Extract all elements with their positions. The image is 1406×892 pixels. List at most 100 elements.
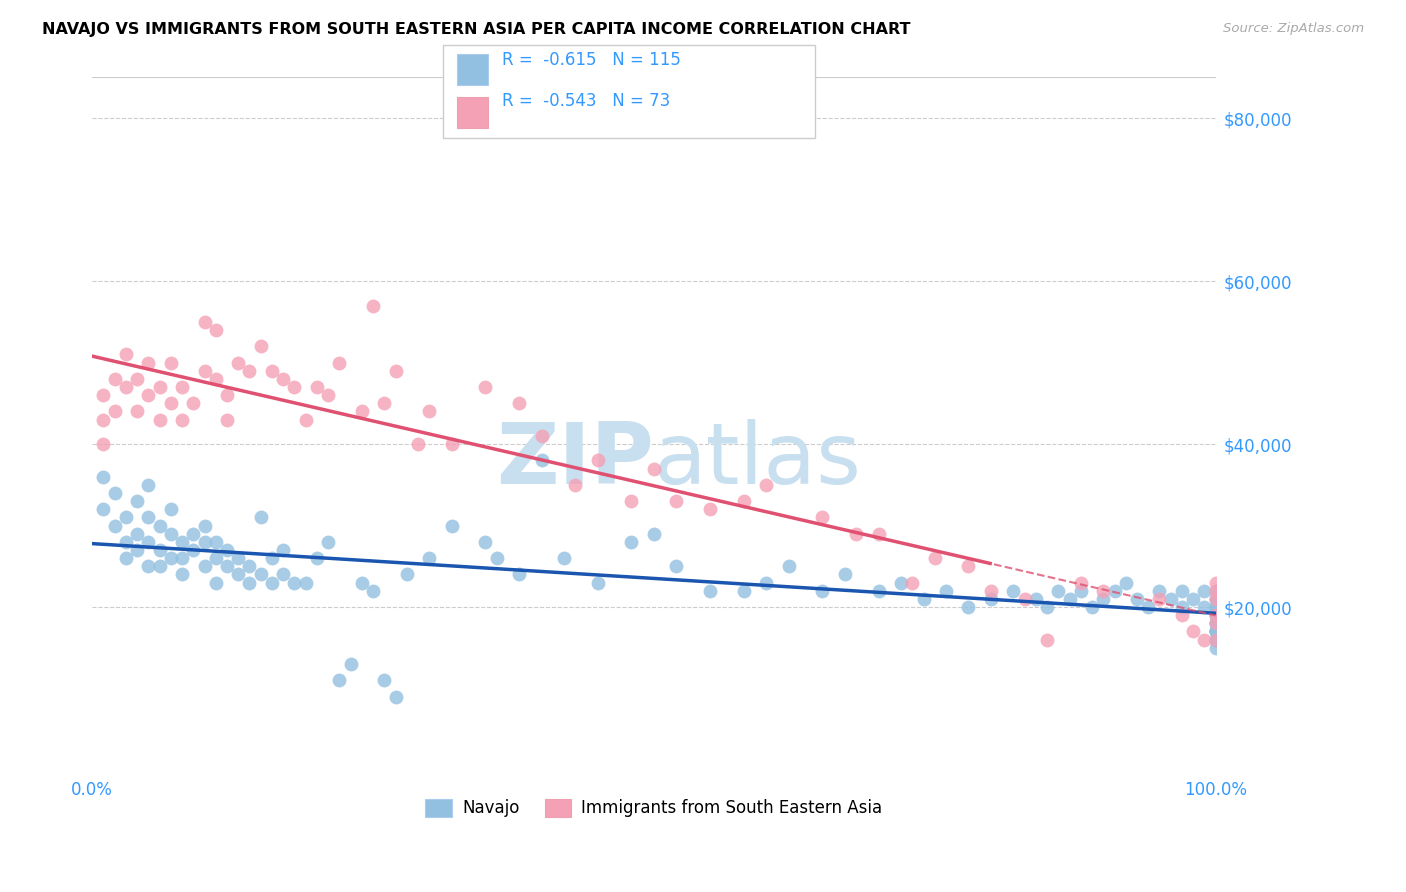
Point [1137,600,1160,615]
Point [1194,632,1216,647]
Point [93,502,115,516]
Point [361,299,384,313]
Point [957,600,980,615]
Point [586,453,609,467]
Point [149,559,172,574]
Point [1205,583,1227,598]
Point [373,396,395,410]
Point [305,380,328,394]
Point [316,534,339,549]
Point [474,534,496,549]
Point [149,380,172,394]
Point [115,551,138,566]
Point [138,510,160,524]
Point [104,486,127,500]
Point [115,534,138,549]
Point [1205,632,1227,647]
Point [204,575,226,590]
Text: atlas: atlas [654,419,862,502]
Point [93,388,115,402]
Point [1171,608,1194,623]
Point [1025,591,1047,606]
Point [1205,616,1227,631]
Point [249,339,271,353]
Point [957,559,980,574]
Point [980,591,1002,606]
Point [328,356,350,370]
Point [1205,608,1227,623]
Point [901,575,924,590]
Point [170,380,193,394]
Point [238,364,260,378]
Point [912,591,935,606]
Text: ZIP: ZIP [496,419,654,502]
Point [474,380,496,394]
Point [271,543,294,558]
Point [1205,616,1227,631]
Point [935,583,957,598]
Point [1205,583,1227,598]
Point [699,502,721,516]
Point [226,551,249,566]
Point [834,567,856,582]
Point [778,559,800,574]
Point [127,494,149,508]
Point [159,526,181,541]
Point [1205,640,1227,655]
Point [1149,591,1171,606]
Point [1081,600,1104,615]
Point [508,567,530,582]
Point [271,567,294,582]
Point [104,372,127,386]
Point [127,543,149,558]
Point [215,388,238,402]
Point [1002,583,1025,598]
Point [193,364,215,378]
Point [1205,632,1227,647]
Point [1092,591,1115,606]
Point [1205,616,1227,631]
Point [1160,591,1182,606]
Point [193,534,215,549]
Point [643,461,665,475]
Point [271,372,294,386]
Point [1205,591,1227,606]
Point [980,583,1002,598]
Point [204,534,226,549]
Point [1205,575,1227,590]
Point [1205,624,1227,639]
Point [530,453,553,467]
Point [159,356,181,370]
Point [418,404,440,418]
Point [260,551,283,566]
Point [149,412,172,426]
Point [1036,632,1059,647]
Point [260,364,283,378]
Point [215,412,238,426]
Point [1205,624,1227,639]
Point [890,575,912,590]
Point [138,478,160,492]
Point [93,437,115,451]
Point [811,510,834,524]
Point [868,526,890,541]
Point [418,551,440,566]
Point [115,347,138,361]
Point [1115,575,1137,590]
Point [138,388,160,402]
Point [1149,583,1171,598]
Point [665,559,688,574]
Point [350,404,373,418]
Point [138,356,160,370]
Point [149,518,172,533]
Point [1171,583,1194,598]
Point [1059,591,1081,606]
Point [115,380,138,394]
Point [170,551,193,566]
Point [226,567,249,582]
Point [181,396,204,410]
Point [181,543,204,558]
Point [1047,583,1070,598]
Point [384,364,406,378]
Point [283,575,305,590]
